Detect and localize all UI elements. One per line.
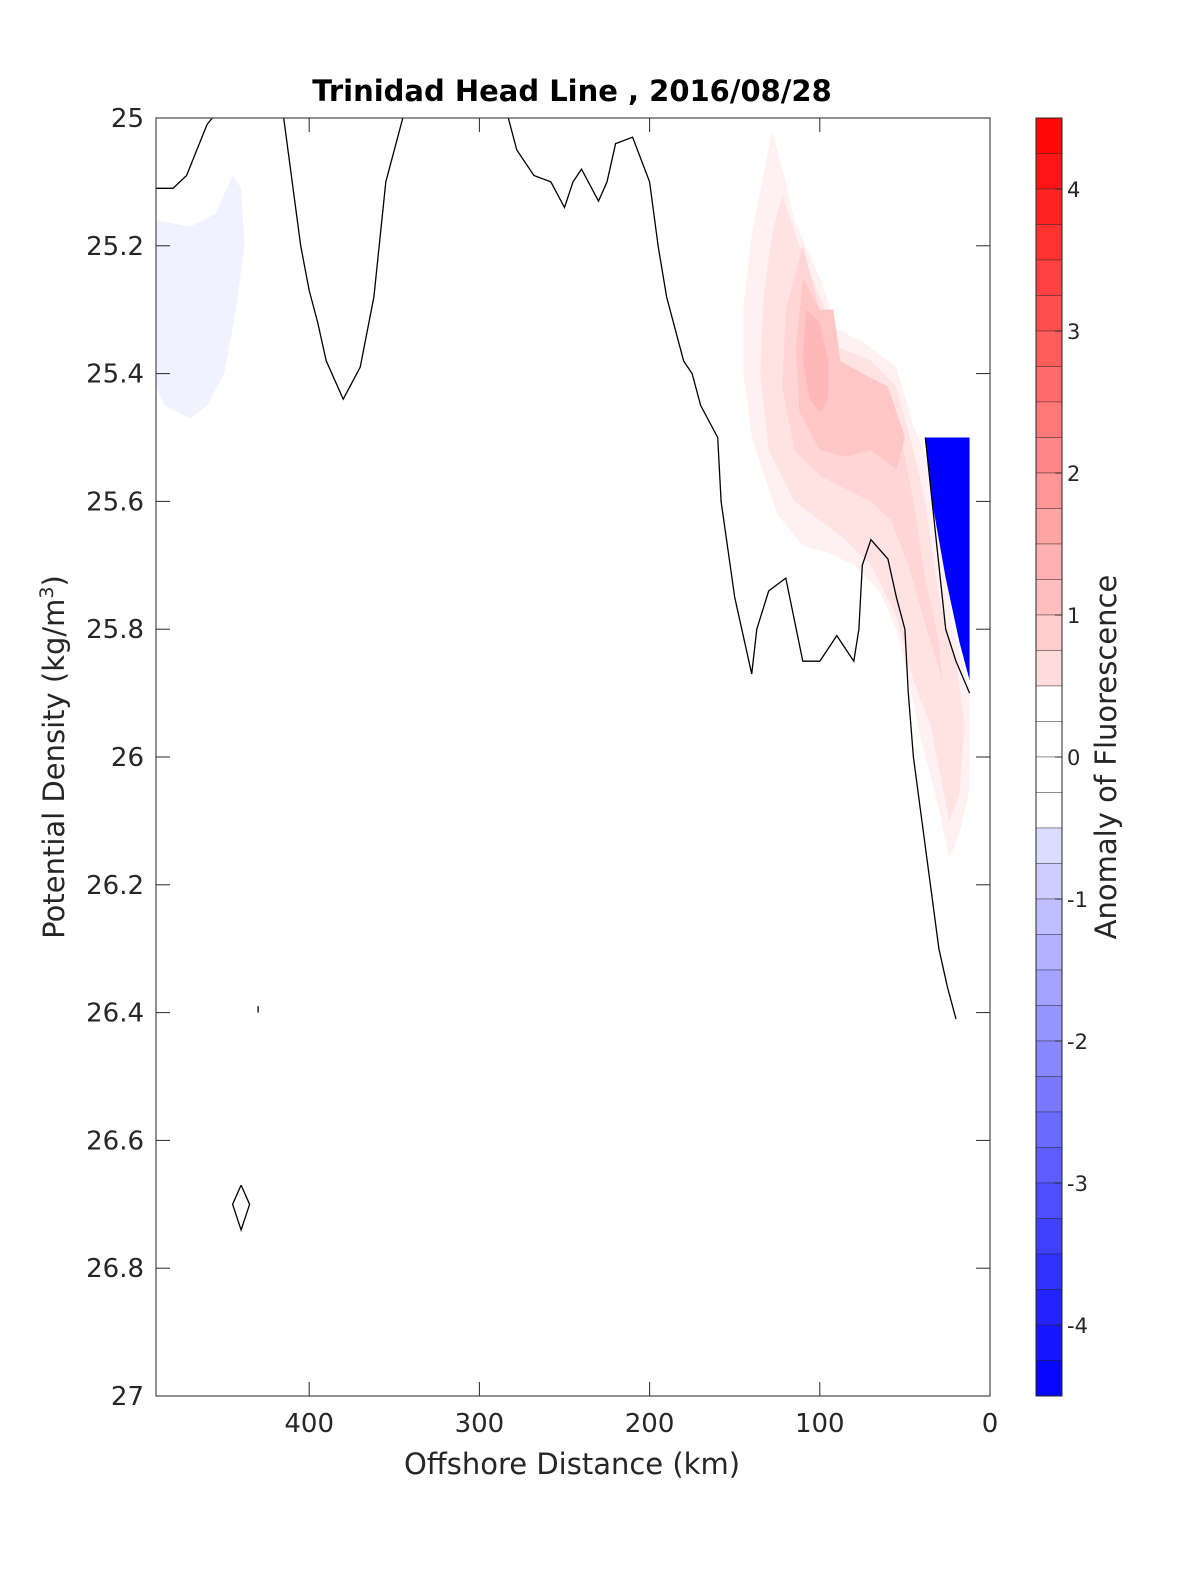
contour-dip [283, 117, 404, 401]
x-axis-label: Offshore Distance (km) [404, 1447, 740, 1481]
colorbar-band [1035, 614, 1063, 651]
colorbar-band [1035, 1111, 1063, 1148]
colorbar-ticks: 4 3 2 1 0 -1 -2 -3 -4 [1055, 178, 1088, 1338]
colorbar-band [1035, 188, 1063, 225]
contour-lines [156, 117, 971, 1232]
contour-offshore-arc [156, 117, 213, 189]
y-tick-label: 25.4 [86, 360, 144, 390]
colorbar-band [1035, 437, 1063, 474]
colorbar-band [1035, 508, 1063, 545]
plot-area: 400 300 200 100 0 25 25.2 25.4 25.6 25.8 26 26.2 26… [86, 104, 998, 1439]
nearshore-negative-patch [925, 437, 970, 681]
colorbar-band [1035, 1182, 1063, 1219]
colorbar-band [1035, 1218, 1063, 1255]
colorbar-band [1035, 579, 1063, 616]
colorbar-band [1035, 401, 1063, 438]
y-tick-label: 26.8 [86, 1254, 144, 1284]
colorbar-bands [1035, 117, 1063, 1397]
y-tick-label: 26 [111, 743, 144, 773]
y-tick-label: 26.4 [86, 999, 144, 1029]
offshore-negative-patch [156, 175, 245, 419]
y-axis-ticks: 25 25.2 25.4 25.6 25.8 26 26.2 26.4 26.6 26.8 27 [86, 104, 990, 1412]
chart-title: Trinidad Head Line , 2016/08/28 [312, 74, 832, 108]
colorbar-tick-label: -2 [1067, 1030, 1088, 1054]
colorbar-tick-label: 3 [1067, 320, 1080, 344]
colorbar-band [1035, 1289, 1063, 1326]
x-tick-label: 200 [625, 1409, 675, 1439]
contour-diamond [231, 1184, 251, 1232]
colorbar-band [1035, 1005, 1063, 1042]
colorbar-band [1035, 721, 1063, 758]
colorbar-band [1035, 1253, 1063, 1290]
nearshore-positive-1.0 [796, 277, 905, 470]
colorbar-band [1035, 472, 1063, 509]
x-tick-label: 100 [795, 1409, 845, 1439]
y-tick-label: 25.8 [86, 615, 144, 645]
colorbar-band [1035, 969, 1063, 1006]
colorbar-tick-label: 4 [1067, 178, 1080, 202]
colorbar-band [1035, 1360, 1063, 1397]
contour-main [507, 117, 957, 1020]
colorbar-band [1035, 295, 1063, 332]
colorbar-band [1035, 863, 1063, 900]
y-axis-label-main: Potential Density (kg/m [37, 599, 71, 939]
y-tick-label: 26.6 [86, 1126, 144, 1156]
colorbar-tick-label: -1 [1067, 888, 1088, 912]
colorbar-band [1035, 330, 1063, 367]
colorbar-tick-label: 0 [1067, 746, 1080, 770]
y-tick-label: 25 [111, 104, 144, 134]
colorbar-band [1035, 1040, 1063, 1077]
colorbar-tick-label: -4 [1067, 1314, 1088, 1338]
colorbar-band [1035, 153, 1063, 190]
colorbar-band [1035, 650, 1063, 687]
plot-background [156, 118, 990, 1396]
colorbar-band [1035, 1147, 1063, 1184]
colorbar-band [1035, 1324, 1063, 1361]
colorbar: 4 3 2 1 0 -1 -2 -3 -4 Anomaly of Fluorescence [1035, 117, 1123, 1397]
y-tick-label: 25.6 [86, 487, 144, 517]
colorbar-band [1035, 685, 1063, 722]
filled-contours [156, 130, 970, 860]
y-tick-label: 25.2 [86, 232, 144, 262]
nearshore-positive-1.25 [802, 309, 829, 412]
colorbar-band [1035, 898, 1063, 935]
y-axis-label-superscript: 3 [36, 586, 58, 598]
colorbar-band [1035, 117, 1063, 154]
y-axis-label-tail: ) [37, 575, 71, 586]
contour-nearshore [924, 437, 971, 694]
x-tick-label: 400 [284, 1409, 334, 1439]
y-tick-label: 27 [111, 1382, 144, 1412]
x-tick-label: 300 [455, 1409, 505, 1439]
colorbar-band [1035, 543, 1063, 580]
colorbar-band [1035, 1076, 1063, 1113]
x-axis-ticks: 400 300 200 100 0 [284, 118, 998, 1439]
x-tick-label: 0 [982, 1409, 999, 1439]
y-tick-label: 26.2 [86, 871, 144, 901]
colorbar-band [1035, 827, 1063, 864]
colorbar-band [1035, 224, 1063, 261]
colorbar-band [1035, 259, 1063, 296]
colorbar-band [1035, 792, 1063, 829]
y-axis-label: Potential Density (kg/m3) [36, 575, 71, 939]
colorbar-band [1035, 756, 1063, 793]
colorbar-tick-label: 1 [1067, 604, 1080, 628]
colorbar-label: Anomaly of Fluorescence [1089, 575, 1123, 940]
colorbar-tick-label: -3 [1067, 1172, 1088, 1196]
colorbar-tick-label: 2 [1067, 462, 1080, 486]
colorbar-band [1035, 934, 1063, 971]
colorbar-band [1035, 366, 1063, 403]
